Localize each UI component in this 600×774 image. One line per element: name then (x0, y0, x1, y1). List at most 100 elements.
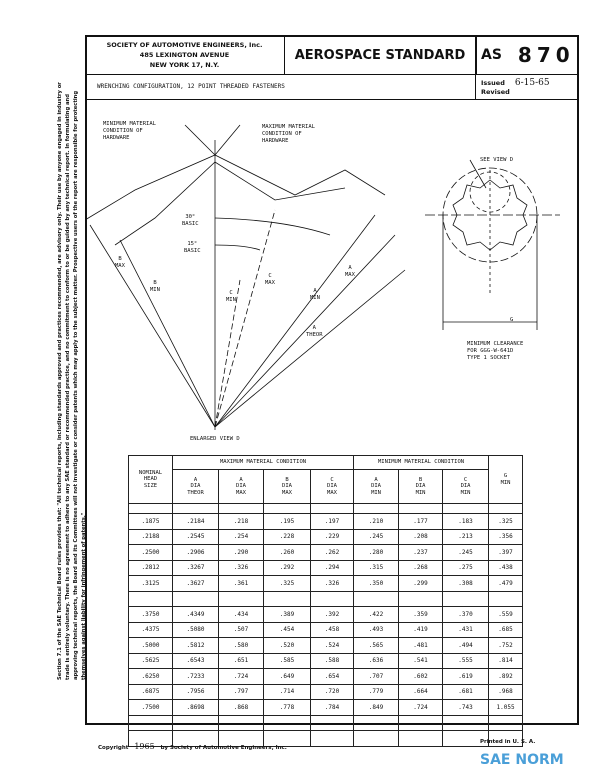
dimension-cell: .651 (218, 652, 264, 669)
dimension-cell: .681 (442, 683, 490, 700)
col-a-dia-max: A DIA MAX (218, 469, 264, 504)
dimension-cell (263, 590, 311, 607)
dimension-cell: .520 (263, 637, 311, 654)
dimension-cell: .8698 (172, 699, 219, 716)
nominal-size-cell: .6875 (128, 683, 173, 700)
printed-in: Printed in U. S. A. (480, 739, 536, 745)
dimension-cell: .555 (442, 652, 490, 669)
dimension-cell: .218 (218, 513, 264, 530)
dimension-cell: .649 (263, 668, 311, 685)
dimension-cell: .268 (398, 559, 444, 576)
table-row: .6875.7956.797.714.720.779.664.681.968 (128, 683, 524, 700)
dimension-cell: .431 (442, 621, 490, 638)
issued-label: Issued (481, 79, 505, 87)
dimension-cell: .636 (353, 652, 400, 669)
dimension-cell (309, 714, 355, 731)
dimension-cell: .784 (309, 699, 355, 716)
dimension-cell: .294 (309, 559, 355, 576)
dimension-cell: .5080 (172, 621, 219, 638)
org-city: NEW YORK 17, N.Y. (149, 61, 220, 69)
dimension-cell: .237 (398, 544, 444, 561)
nominal-size-cell: .2500 (128, 544, 173, 561)
table-row: .5000.5812.580.520.524.565.481.494.752 (128, 637, 524, 654)
dimension-cell: .356 (488, 528, 524, 545)
nominal-size-cell: .6250 (128, 668, 173, 685)
dimension-cell: .389 (263, 606, 311, 623)
dimension-cell: .2184 (172, 513, 219, 530)
clearance-note: MINIMUM CLEARANCE FOR GGG-W-641D TYPE 1 … (467, 341, 524, 361)
dimension-cell: .849 (353, 699, 400, 716)
col-nominal-head-size: NOMINAL HEAD SIZE (128, 455, 173, 504)
header: SOCIETY OF AUTOMOTIVE ENGINEERS, Inc. 48… (85, 35, 579, 75)
col-g-min: G MIN (488, 455, 524, 504)
dimension-cell: .779 (353, 683, 400, 700)
group-min-material: MINIMUM MATERIAL CONDITION (353, 455, 490, 470)
dimension-cell: .494 (442, 637, 490, 654)
b-max-label: B MAX (115, 256, 125, 269)
dimension-cell: .714 (263, 683, 311, 700)
dimension-cell: .245 (353, 528, 400, 545)
col-b-dia-max: B DIA MAX (263, 469, 311, 504)
nominal-size-cell: .5000 (128, 637, 173, 654)
dimension-cell: .254 (218, 528, 264, 545)
dimension-cell: .4349 (172, 606, 219, 623)
dimension-cell: .493 (353, 621, 400, 638)
dimension-cell: .3627 (172, 575, 219, 592)
dimension-cell: .197 (309, 513, 355, 530)
max-material-label: MAXIMUM MATERIAL CONDITION OF HARDWARE (262, 124, 315, 144)
col-b-dia-min: B DIA MIN (398, 469, 444, 504)
dimension-cell: .177 (398, 513, 444, 530)
dimension-cell: .458 (309, 621, 355, 638)
dimension-cell: .685 (488, 621, 524, 638)
dimension-cell: .2906 (172, 544, 219, 561)
dimension-cell: .292 (263, 559, 311, 576)
org-name: SOCIETY OF AUTOMOTIVE ENGINEERS, Inc. (106, 41, 263, 49)
dimension-cell: .228 (263, 528, 311, 545)
dimension-table: NOMINAL HEAD SIZE MAXIMUM MATERIAL CONDI… (128, 455, 524, 747)
dimension-cell: .654 (309, 668, 355, 685)
dimension-cell: .299 (398, 575, 444, 592)
dimension-cell: .559 (488, 606, 524, 623)
angle-30-label: 30° BASIC (182, 214, 199, 227)
dimension-cell: .308 (442, 575, 490, 592)
enlarged-view-lines (85, 124, 406, 430)
dimension-cell: .260 (263, 544, 311, 561)
nominal-size-cell: .4375 (128, 621, 173, 638)
dimension-cell: .326 (218, 559, 264, 576)
nominal-size-cell (128, 590, 173, 607)
nominal-size-cell: .2812 (128, 559, 173, 576)
dimension-cell (309, 590, 355, 607)
dimension-cell: .326 (309, 575, 355, 592)
dimension-cell (218, 714, 264, 731)
dimension-cell (353, 590, 400, 607)
dimension-cell: .290 (218, 544, 264, 561)
dimension-cell (488, 730, 524, 747)
copyright-owner: by Society of Automotive Engineers, Inc. (160, 745, 287, 751)
see-view-label: SEE VIEW D (480, 157, 514, 163)
dimension-cell (309, 730, 355, 747)
socket-view (425, 159, 560, 330)
dimension-cell (488, 714, 524, 731)
dimension-cell: .602 (398, 668, 444, 685)
dimension-cell: 1.055 (488, 699, 524, 716)
issued-date: 6-15-65 (514, 78, 550, 88)
col-a-dia-min: A DIA MIN (353, 469, 400, 504)
dimension-cell: .724 (218, 668, 264, 685)
standard-label: AEROSPACE STANDARD (285, 35, 477, 75)
organization-block: SOCIETY OF AUTOMOTIVE ENGINEERS, Inc. 48… (85, 35, 285, 75)
table-row: .2188.2545.254.228.229.245.208.213.356 (128, 528, 524, 545)
dimension-cell: .5812 (172, 637, 219, 654)
dimension-cell: .438 (488, 559, 524, 576)
dimension-cell: .325 (488, 513, 524, 530)
disclaimer-note: Section 7.1 of the SAE Technical Board r… (57, 82, 87, 680)
issue-block: Issued 6-15-65 Revised (475, 75, 579, 100)
dimension-cell: .3267 (172, 559, 219, 576)
nominal-size-cell: .3125 (128, 575, 173, 592)
dimension-cell: .481 (398, 637, 444, 654)
table-row: .3125.3627.361.325.326.350.299.308.479 (128, 575, 524, 592)
copyright-line: Copyright 1965 by Society of Automotive … (98, 742, 287, 753)
title-row: WRENCHING CONFIGURATION, 12 POINT THREAD… (85, 75, 579, 100)
dimension-cell: .213 (442, 528, 490, 545)
dimension-cell: .585 (263, 652, 311, 669)
dimension-cell: .507 (218, 621, 264, 638)
